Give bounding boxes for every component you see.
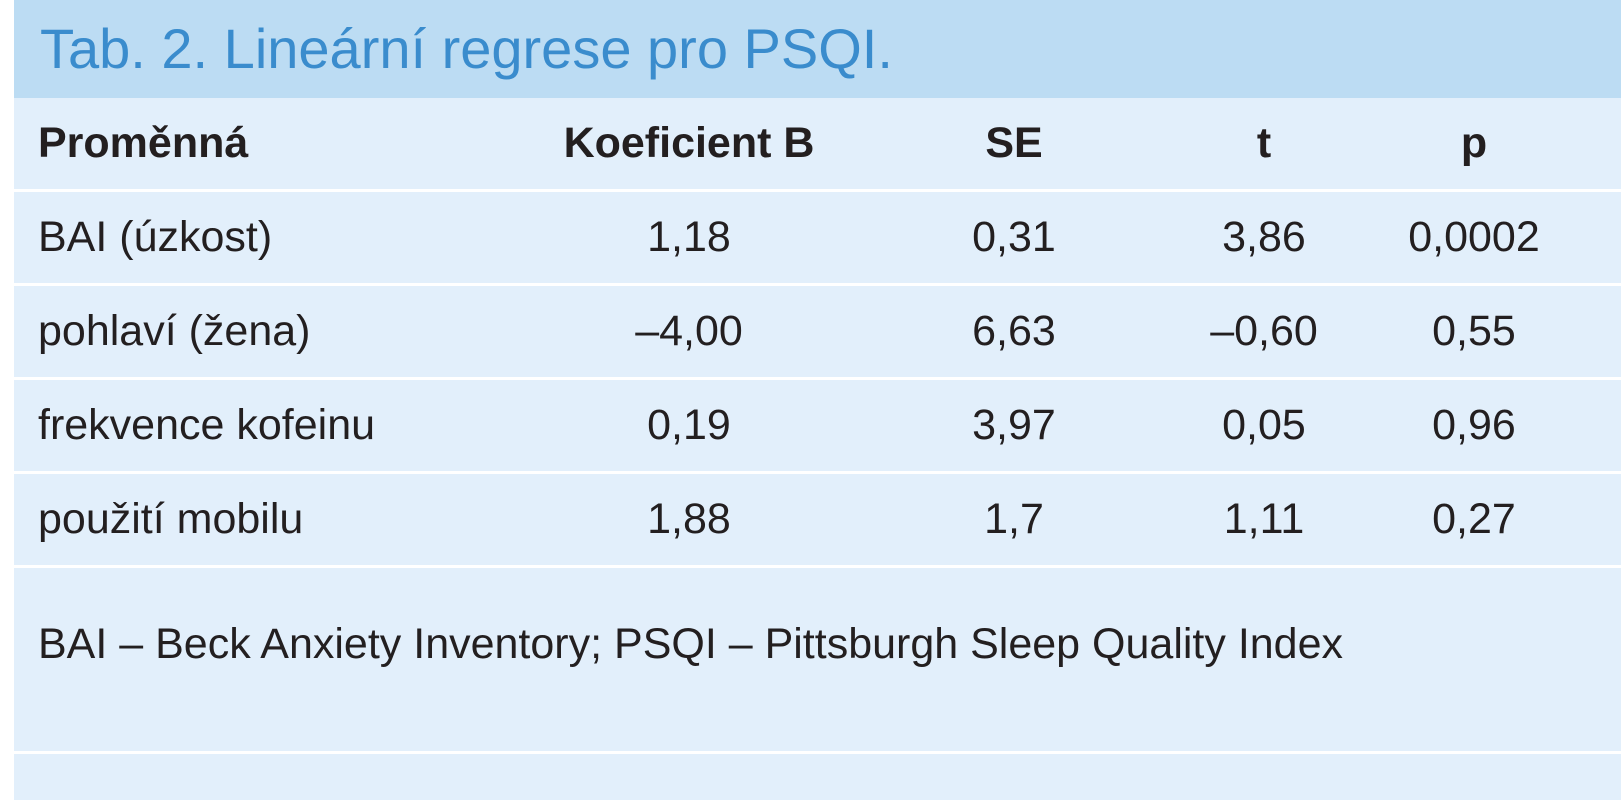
cell-coefficient-b: –4,00 [635,307,743,355]
cell-t: 0,05 [1222,401,1306,449]
cell-variable: BAI (úzkost) [38,213,273,261]
cell-se: 1,7 [984,495,1044,543]
cell-coefficient-b: 0,19 [647,401,731,449]
table-title-bar: Tab. 2. Lineární regrese pro PSQI. [14,0,1621,98]
table-row: frekvence kofeinu 0,19 3,97 0,05 0,96 [14,380,1621,474]
cell-variable: pohlaví (žena) [38,307,311,355]
footnote-text: BAI – Beck Anxiety Inventory; PSQI – Pit… [38,620,1344,668]
header-variable: Proměnná [38,119,249,167]
cell-variable: použití mobilu [38,495,304,543]
table-row: pohlaví (žena) –4,00 6,63 –0,60 0,55 [14,286,1621,380]
cell-variable: frekvence kofeinu [38,401,376,449]
table-title: Tab. 2. Lineární regrese pro PSQI. [40,17,893,80]
header-t: t [1256,119,1272,167]
header-p: p [1460,119,1488,167]
cell-t: –0,60 [1210,307,1318,355]
table-footnote: BAI – Beck Anxiety Inventory; PSQI – Pit… [14,568,1621,754]
table-row: BAI (úzkost) 1,18 0,31 3,86 0,0002 [14,192,1621,286]
regression-table: Proměnná Koeficient B SE t p BAI (úzkost… [14,98,1621,800]
table-header-row: Proměnná Koeficient B SE t p [14,98,1621,192]
cell-se: 6,63 [972,307,1056,355]
cell-p: 0,0002 [1408,213,1540,261]
header-se: SE [985,119,1043,167]
cell-p: 0,55 [1432,307,1516,355]
table-row: použití mobilu 1,88 1,7 1,11 0,27 [14,474,1621,568]
cell-p: 0,27 [1432,495,1516,543]
cell-coefficient-b: 1,18 [647,213,731,261]
cell-p: 0,96 [1432,401,1516,449]
cell-t: 1,11 [1223,495,1305,543]
cell-se: 3,97 [972,401,1056,449]
header-coefficient-b: Koeficient B [563,119,815,167]
cell-coefficient-b: 1,88 [647,495,731,543]
cell-t: 3,86 [1222,213,1306,261]
cell-se: 0,31 [972,213,1056,261]
